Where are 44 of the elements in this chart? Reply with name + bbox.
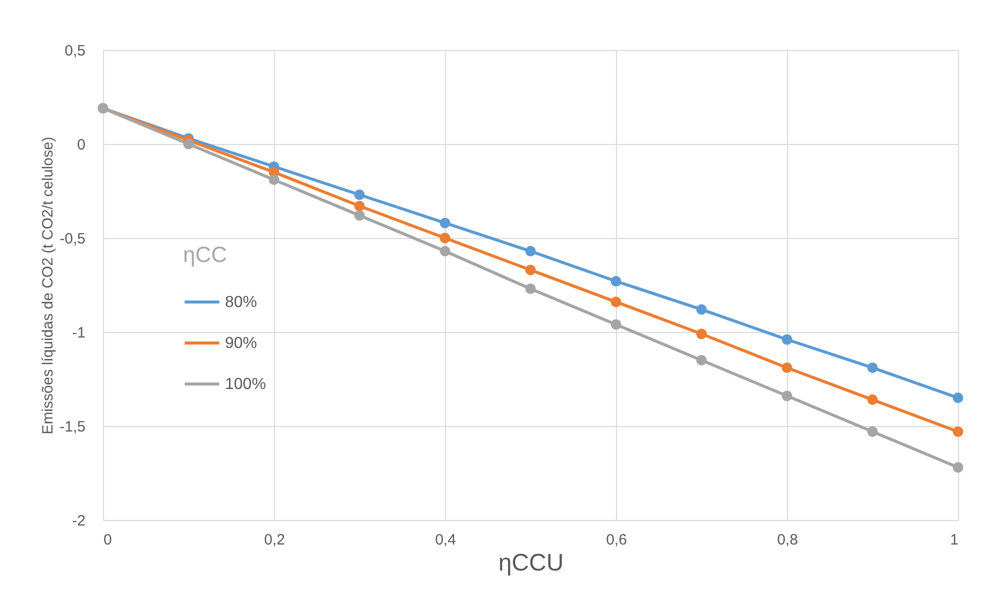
x-tick-label: 0,2	[264, 532, 285, 548]
y-tick-label: 0	[77, 136, 86, 154]
point	[354, 190, 365, 200]
point	[525, 284, 536, 294]
point	[696, 304, 707, 315]
x-tick-label: 1	[950, 532, 958, 548]
x-tick-label: 0,4	[435, 532, 456, 548]
point	[867, 394, 878, 405]
x-axis-title: ηCCU	[498, 550, 564, 576]
point	[867, 362, 878, 373]
point	[183, 138, 194, 150]
point	[525, 246, 536, 256]
y-tick-label: -2	[72, 512, 86, 530]
point	[354, 210, 365, 221]
y-tick-label: -1,5	[60, 418, 86, 436]
x-tick-label: 0	[104, 532, 112, 548]
point	[268, 174, 280, 185]
point	[696, 354, 707, 366]
x-tick-label: 0,6	[606, 532, 627, 548]
point	[696, 328, 707, 340]
point	[525, 264, 536, 276]
point	[867, 426, 878, 437]
point	[952, 392, 964, 404]
point	[952, 426, 964, 437]
point	[610, 296, 622, 308]
y-tick-label: -1	[72, 324, 86, 342]
point	[440, 232, 450, 244]
point	[610, 276, 622, 286]
legend-label: 100%	[225, 376, 266, 393]
point	[782, 362, 792, 373]
point	[610, 319, 622, 330]
point	[782, 390, 792, 402]
y-axis-title: Emissões líquidas de CO2 (t CO2/t celulose)	[40, 136, 57, 434]
x-tick-label: 0,8	[777, 532, 798, 548]
point	[440, 218, 450, 228]
point	[354, 200, 365, 212]
y-tick-label: -0,5	[60, 230, 86, 248]
point	[952, 462, 964, 473]
legend-label: 80%	[225, 294, 258, 311]
point	[440, 246, 450, 256]
y-tick-label: 0,5	[64, 42, 86, 60]
point	[782, 334, 792, 345]
legend-title: ηCC	[183, 242, 228, 267]
legend-label: 90%	[225, 335, 258, 352]
